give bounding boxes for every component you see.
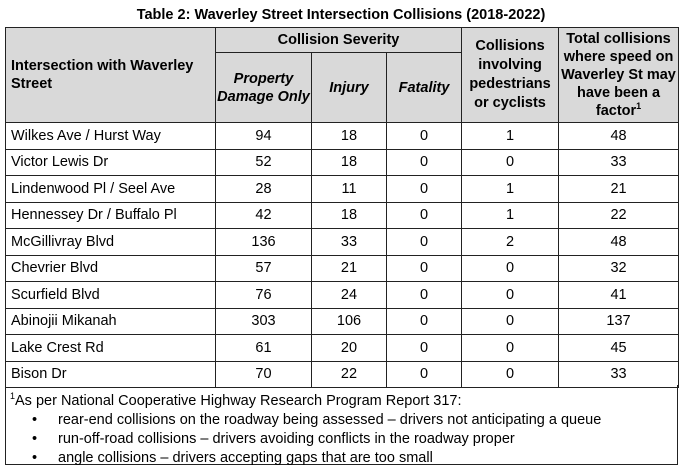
- cell-intersection: Chevrier Blvd: [5, 254, 216, 282]
- header-fatality: Fatality: [385, 52, 463, 123]
- cell-speed-factor: 33: [558, 360, 680, 388]
- cell-intersection: Lake Crest Rd: [5, 334, 216, 362]
- cell-pedestrians-cyclists: 0: [461, 254, 560, 282]
- table-title: Table 2: Waverley Street Intersection Co…: [136, 7, 546, 23]
- cell-speed-factor: 48: [558, 228, 680, 256]
- cell-speed-factor: 137: [558, 307, 680, 335]
- cell-fatality: 0: [385, 148, 463, 176]
- cell-speed-factor: 22: [558, 201, 680, 229]
- header-property-damage: Property Damage Only: [215, 52, 312, 123]
- footnote-ref: 1: [636, 101, 642, 112]
- footnote-intro: As per National Cooperative Highway Rese…: [15, 392, 462, 409]
- cell-property-damage: 303: [215, 307, 312, 335]
- cell-pedestrians-cyclists: 0: [461, 307, 560, 335]
- cell-fatality: 0: [385, 201, 463, 229]
- header-pedestrians-cyclists: Collisions involving pedestrians or cycl…: [461, 27, 560, 123]
- table-row: McGillivray Blvd 136 33 0 2 48: [5, 228, 680, 256]
- cell-injury: 22: [311, 360, 387, 388]
- cell-speed-factor: 41: [558, 281, 680, 309]
- table-row: Lindenwood Pl / Seel Ave 28 11 0 1 21: [5, 175, 680, 203]
- table-body: Wilkes Ave / Hurst Way 94 18 0 1 48 Victor Lew…: [5, 122, 680, 388]
- cell-pedestrians-cyclists: 0: [461, 360, 560, 388]
- cell-speed-factor: 32: [558, 254, 680, 282]
- cell-property-damage: 94: [215, 122, 312, 150]
- cell-injury: 18: [311, 122, 387, 150]
- header-injury: Injury: [311, 52, 387, 123]
- cell-fatality: 0: [385, 175, 463, 203]
- cell-intersection: Lindenwood Pl / Seel Ave: [5, 175, 216, 203]
- cell-speed-factor: 45: [558, 334, 680, 362]
- cell-pedestrians-cyclists: 1: [461, 175, 560, 203]
- cell-intersection: McGillivray Blvd: [5, 228, 216, 256]
- cell-pedestrians-cyclists: 1: [461, 122, 560, 150]
- header-speed-factor: Total collisions where speed on Waverley…: [558, 27, 680, 123]
- cell-intersection: Wilkes Ave / Hurst Way: [5, 122, 216, 150]
- cell-pedestrians-cyclists: 1: [461, 201, 560, 229]
- cell-fatality: 0: [385, 360, 463, 388]
- cell-fatality: 0: [385, 122, 463, 150]
- cell-property-damage: 57: [215, 254, 312, 282]
- table-row: Scurfield Blvd 76 24 0 0 41: [5, 281, 680, 309]
- cell-property-damage: 136: [215, 228, 312, 256]
- cell-property-damage: 70: [215, 360, 312, 388]
- table-row: Bison Dr 70 22 0 0 33: [5, 360, 680, 388]
- cell-fatality: 0: [385, 228, 463, 256]
- table-row: Victor Lewis Dr 52 18 0 0 33: [5, 148, 680, 176]
- cell-intersection: Abinojii Mikanah: [5, 307, 216, 335]
- cell-speed-factor: 21: [558, 175, 680, 203]
- cell-pedestrians-cyclists: 0: [461, 148, 560, 176]
- footnote: 1As per National Cooperative Highway Res…: [5, 385, 678, 466]
- collisions-table: Intersection with Waverley Street Collis…: [5, 27, 680, 388]
- cell-injury: 11: [311, 175, 387, 203]
- cell-injury: 106: [311, 307, 387, 335]
- cell-intersection: Scurfield Blvd: [5, 281, 216, 309]
- footnote-intro-line: 1As per National Cooperative Highway Res…: [10, 387, 677, 411]
- cell-speed-factor: 48: [558, 122, 680, 150]
- cell-property-damage: 28: [215, 175, 312, 203]
- table-row: Lake Crest Rd 61 20 0 0 45: [5, 334, 680, 362]
- footnote-bullet: • angle collisions – drivers accepting ga…: [32, 449, 433, 466]
- footnote-bullet-text: angle collisions – drivers accepting gap…: [58, 449, 433, 466]
- header-speed-text: Total collisions where speed on Waverley…: [561, 31, 676, 119]
- cell-property-damage: 52: [215, 148, 312, 176]
- cell-pedestrians-cyclists: 0: [461, 334, 560, 362]
- table-row: Abinojii Mikanah 303 106 0 0 137: [5, 307, 680, 335]
- cell-intersection: Victor Lewis Dr: [5, 148, 216, 176]
- cell-property-damage: 61: [215, 334, 312, 362]
- cell-fatality: 0: [385, 334, 463, 362]
- cell-fatality: 0: [385, 281, 463, 309]
- footnote-bullet-text: run-off-road collisions – drivers avoidi…: [58, 430, 515, 447]
- cell-injury: 20: [311, 334, 387, 362]
- cell-injury: 24: [311, 281, 387, 309]
- cell-intersection: Hennessey Dr / Buffalo Pl: [5, 201, 216, 229]
- table-row: Wilkes Ave / Hurst Way 94 18 0 1 48: [5, 122, 680, 150]
- cell-injury: 18: [311, 148, 387, 176]
- cell-speed-factor: 33: [558, 148, 680, 176]
- cell-injury: 33: [311, 228, 387, 256]
- cell-fatality: 0: [385, 307, 463, 335]
- header-intersection: Intersection with Waverley Street: [5, 27, 216, 123]
- footnote-bullet: • run-off-road collisions – drivers avoid…: [32, 430, 515, 447]
- cell-property-damage: 76: [215, 281, 312, 309]
- table-row: Hennessey Dr / Buffalo Pl 42 18 0 1 22: [5, 201, 680, 229]
- cell-property-damage: 42: [215, 201, 312, 229]
- cell-injury: 18: [311, 201, 387, 229]
- cell-fatality: 0: [385, 254, 463, 282]
- footnote-bullet: • rear-end collisions on the roadway bein…: [32, 411, 602, 428]
- cell-injury: 21: [311, 254, 387, 282]
- table-row: Chevrier Blvd 57 21 0 0 32: [5, 254, 680, 282]
- cell-intersection: Bison Dr: [5, 360, 216, 388]
- header-collision-severity: Collision Severity: [214, 27, 463, 53]
- footnote-bullet-text: rear-end collisions on the roadway being…: [58, 411, 602, 428]
- cell-pedestrians-cyclists: 0: [461, 281, 560, 309]
- footnote-marker: 1: [10, 391, 16, 401]
- cell-pedestrians-cyclists: 2: [461, 228, 560, 256]
